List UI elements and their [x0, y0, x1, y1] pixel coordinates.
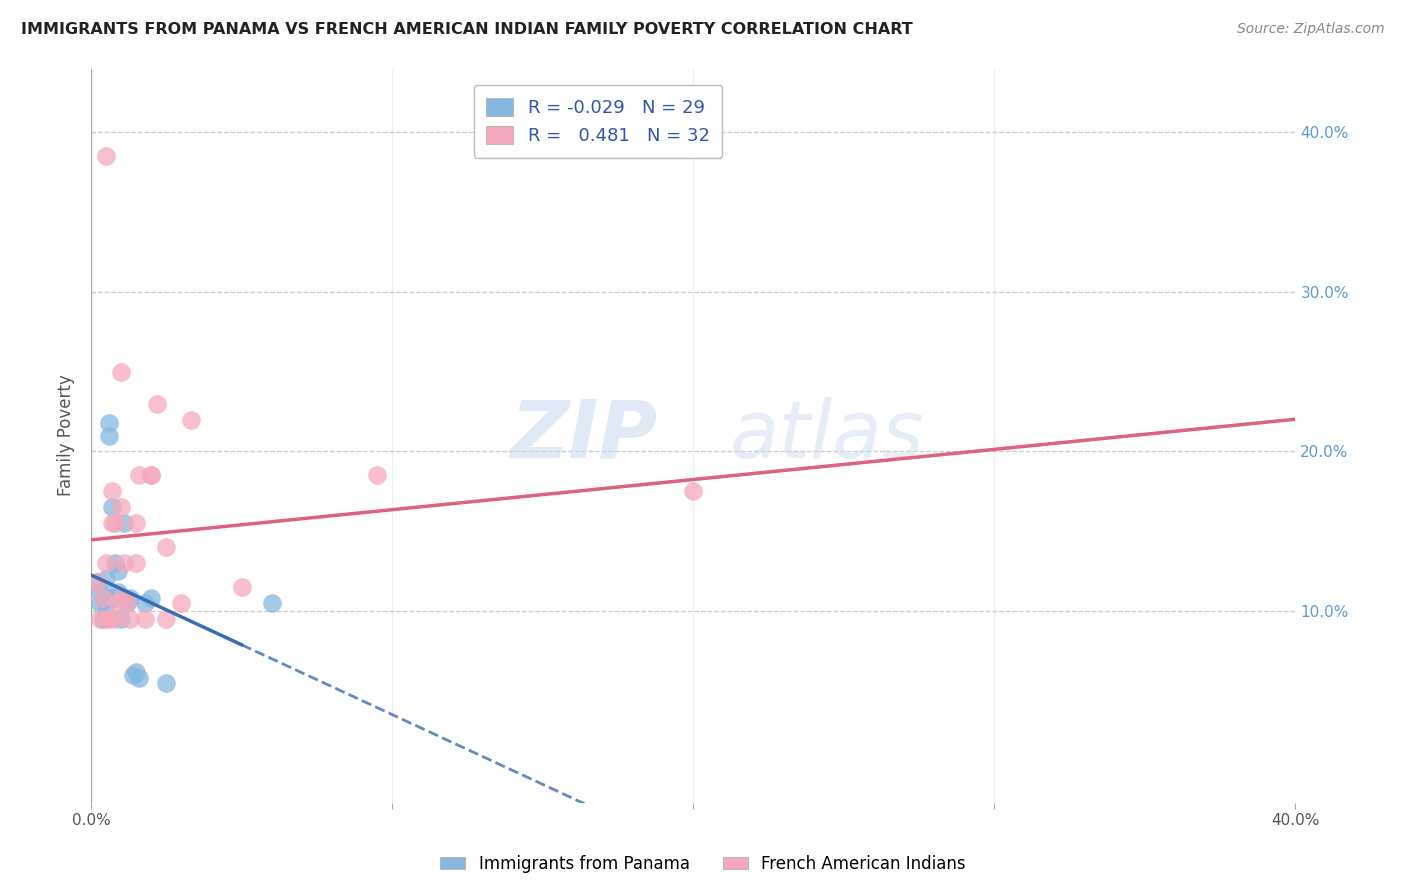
Point [141, 591, 163, 606]
Point [141, 468, 163, 483]
Point [101, 591, 124, 606]
Legend: Immigrants from Panama, French American Indians: Immigrants from Panama, French American … [433, 848, 973, 880]
Point [120, 591, 142, 606]
Point [170, 596, 193, 610]
Point [260, 596, 283, 610]
Point [125, 556, 148, 570]
Point [110, 365, 132, 379]
Point [112, 556, 135, 570]
Point [155, 540, 177, 554]
Point [98, 591, 121, 606]
Point [101, 516, 124, 531]
Point [231, 580, 253, 594]
Point [128, 468, 150, 483]
Point [107, 585, 129, 599]
Point [128, 671, 150, 685]
Point [96, 556, 118, 570]
Point [110, 500, 132, 515]
Point [86, 575, 108, 590]
Legend: R = -0.029   N = 29, R =   0.481   N = 32: R = -0.029 N = 29, R = 0.481 N = 32 [474, 85, 723, 158]
Point [96, 149, 118, 163]
Point [96, 591, 118, 606]
Point [96, 604, 118, 618]
Text: ZIP: ZIP [510, 397, 657, 475]
Point [96, 572, 118, 586]
Point [155, 676, 177, 690]
Point [89, 596, 111, 610]
Point [91, 591, 114, 606]
Point [117, 596, 139, 610]
Point [89, 612, 111, 626]
Point [134, 596, 156, 610]
Point [104, 591, 127, 606]
Point [110, 612, 132, 626]
Point [134, 612, 156, 626]
Y-axis label: Family Poverty: Family Poverty [58, 375, 75, 496]
Text: Source: ZipAtlas.com: Source: ZipAtlas.com [1237, 22, 1385, 37]
Text: IMMIGRANTS FROM PANAMA VS FRENCH AMERICAN INDIAN FAMILY POVERTY CORRELATION CHAR: IMMIGRANTS FROM PANAMA VS FRENCH AMERICA… [21, 22, 912, 37]
Point [101, 500, 124, 515]
Point [682, 484, 704, 499]
Point [86, 575, 108, 590]
Point [110, 591, 132, 606]
Point [179, 412, 201, 426]
Point [122, 668, 145, 682]
Point [155, 612, 177, 626]
Point [101, 484, 124, 499]
Point [91, 612, 114, 626]
Point [89, 585, 111, 599]
Point [107, 564, 129, 578]
Point [120, 612, 142, 626]
Point [107, 596, 129, 610]
Point [112, 516, 135, 531]
Point [125, 665, 148, 679]
Point [125, 516, 148, 531]
Point [146, 396, 169, 410]
Point [141, 468, 163, 483]
Point [117, 596, 139, 610]
Point [98, 416, 121, 430]
Point [96, 612, 118, 626]
Point [366, 468, 388, 483]
Point [110, 591, 132, 606]
Point [98, 428, 121, 442]
Point [98, 612, 121, 626]
Point [104, 556, 127, 570]
Text: atlas: atlas [730, 397, 924, 475]
Point [104, 516, 127, 531]
Point [104, 612, 127, 626]
Point [91, 591, 114, 606]
